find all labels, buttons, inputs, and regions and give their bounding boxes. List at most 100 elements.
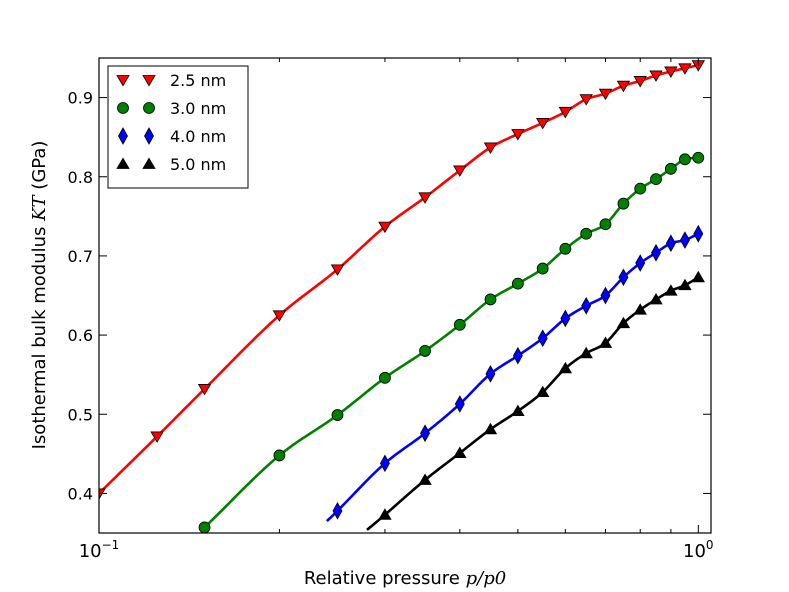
series-line-25: [99, 63, 699, 495]
legend-entry: 4.0 nm: [118, 127, 226, 146]
data-point: [197, 384, 212, 396]
legend-label: 2.5 nm: [170, 71, 226, 90]
axis-ticks: [98, 58, 711, 533]
legend-marker: [142, 157, 156, 169]
data-point: [150, 431, 164, 443]
legend-entry: 5.0 nm: [116, 155, 226, 174]
data-point: [558, 361, 573, 374]
data-point: [599, 218, 612, 231]
data-point: [198, 521, 211, 533]
data-point: [691, 270, 706, 283]
data-point: [649, 292, 663, 305]
data-point: [483, 142, 498, 154]
data-point: [600, 286, 611, 305]
data-point: [692, 151, 705, 164]
data-point: [453, 165, 467, 177]
data-point: [635, 254, 646, 272]
data-point: [454, 395, 465, 413]
data-point: [618, 268, 629, 287]
data-point: [651, 243, 661, 262]
data-point: [378, 221, 392, 234]
plot-frame: [98, 57, 712, 534]
data-point: [379, 454, 390, 473]
data-point: [581, 296, 592, 315]
data-point: [678, 278, 692, 291]
legend-marker: [118, 127, 128, 145]
data-point: [537, 329, 548, 348]
data-point: [331, 409, 344, 421]
data-point: [558, 106, 573, 119]
y-tick-label: 0.9: [68, 89, 93, 108]
legend-label: 3.0 nm: [170, 99, 226, 118]
series-markers-40: [332, 224, 704, 520]
data-point: [559, 242, 572, 255]
series-line-40: [325, 232, 699, 523]
data-point: [664, 162, 677, 175]
data-point: [483, 422, 498, 435]
data-point: [418, 192, 432, 204]
data-point: [617, 197, 630, 210]
data-point: [273, 449, 286, 462]
data-point: [330, 264, 345, 276]
data-point: [664, 284, 678, 296]
data-point: [99, 488, 106, 500]
x-tick-label: 10−1: [79, 538, 120, 562]
series-markers-25: [99, 60, 706, 500]
legend-box: [107, 65, 249, 189]
data-point: [332, 502, 343, 520]
y-axis-label: Isothermal bulk modulus KT (GPa): [29, 141, 50, 450]
legend-label: 5.0 nm: [170, 155, 226, 174]
data-point: [420, 424, 431, 443]
y-tick-label: 0.5: [68, 405, 93, 424]
data-point: [679, 231, 690, 249]
data-point: [580, 227, 593, 240]
data-point: [512, 346, 523, 365]
series-markers-30: [198, 151, 705, 533]
legend-marker: [117, 102, 129, 114]
data-point: [511, 277, 524, 290]
legend-label: 4.0 nm: [170, 127, 226, 146]
data-point: [419, 345, 431, 357]
legend-entry: 3.0 nm: [117, 99, 226, 118]
data-point: [272, 310, 287, 322]
data-point: [379, 371, 391, 384]
legend-marker: [144, 127, 154, 145]
data-point: [693, 224, 704, 243]
data-point: [634, 182, 647, 195]
data-point: [665, 234, 676, 253]
series-line-30: [203, 156, 699, 529]
data-point: [485, 365, 496, 383]
legend: 2.5 nm 3.0 nm 4.0 nm 5.0 nm: [107, 65, 249, 189]
data-point: [453, 318, 466, 331]
x-tick-labels: 10−1 100: [79, 538, 714, 562]
data-point: [678, 63, 692, 75]
y-tick-label: 0.6: [68, 326, 93, 345]
data-point: [484, 293, 497, 306]
data-point: [418, 473, 432, 485]
data-point: [378, 508, 392, 520]
x-tick-label: 100: [683, 538, 714, 562]
y-tick-label: 0.8: [68, 168, 93, 187]
data-point: [511, 129, 525, 141]
legend-marker: [142, 75, 156, 87]
legend-entry: 2.5 nm: [116, 71, 226, 90]
data-point: [616, 80, 631, 93]
y-tick-label: 0.4: [68, 484, 93, 503]
y-tick-labels: 0.4 0.5 0.6 0.7 0.8 0.9: [68, 89, 93, 504]
data-point: [560, 309, 571, 328]
data-point: [633, 76, 647, 88]
data-point: [616, 316, 631, 329]
x-axis-label: Relative pressure p/p0: [304, 568, 506, 589]
y-tick-label: 0.7: [68, 247, 93, 266]
legend-marker: [116, 157, 130, 169]
data-point: [536, 385, 550, 397]
data-point: [536, 118, 550, 130]
data-point: [453, 446, 467, 458]
data-point: [579, 346, 593, 359]
data-point: [650, 173, 662, 186]
series-markers: [99, 60, 706, 533]
series-markers-50: [378, 270, 706, 520]
data-point: [598, 88, 613, 101]
data-point: [679, 153, 691, 166]
